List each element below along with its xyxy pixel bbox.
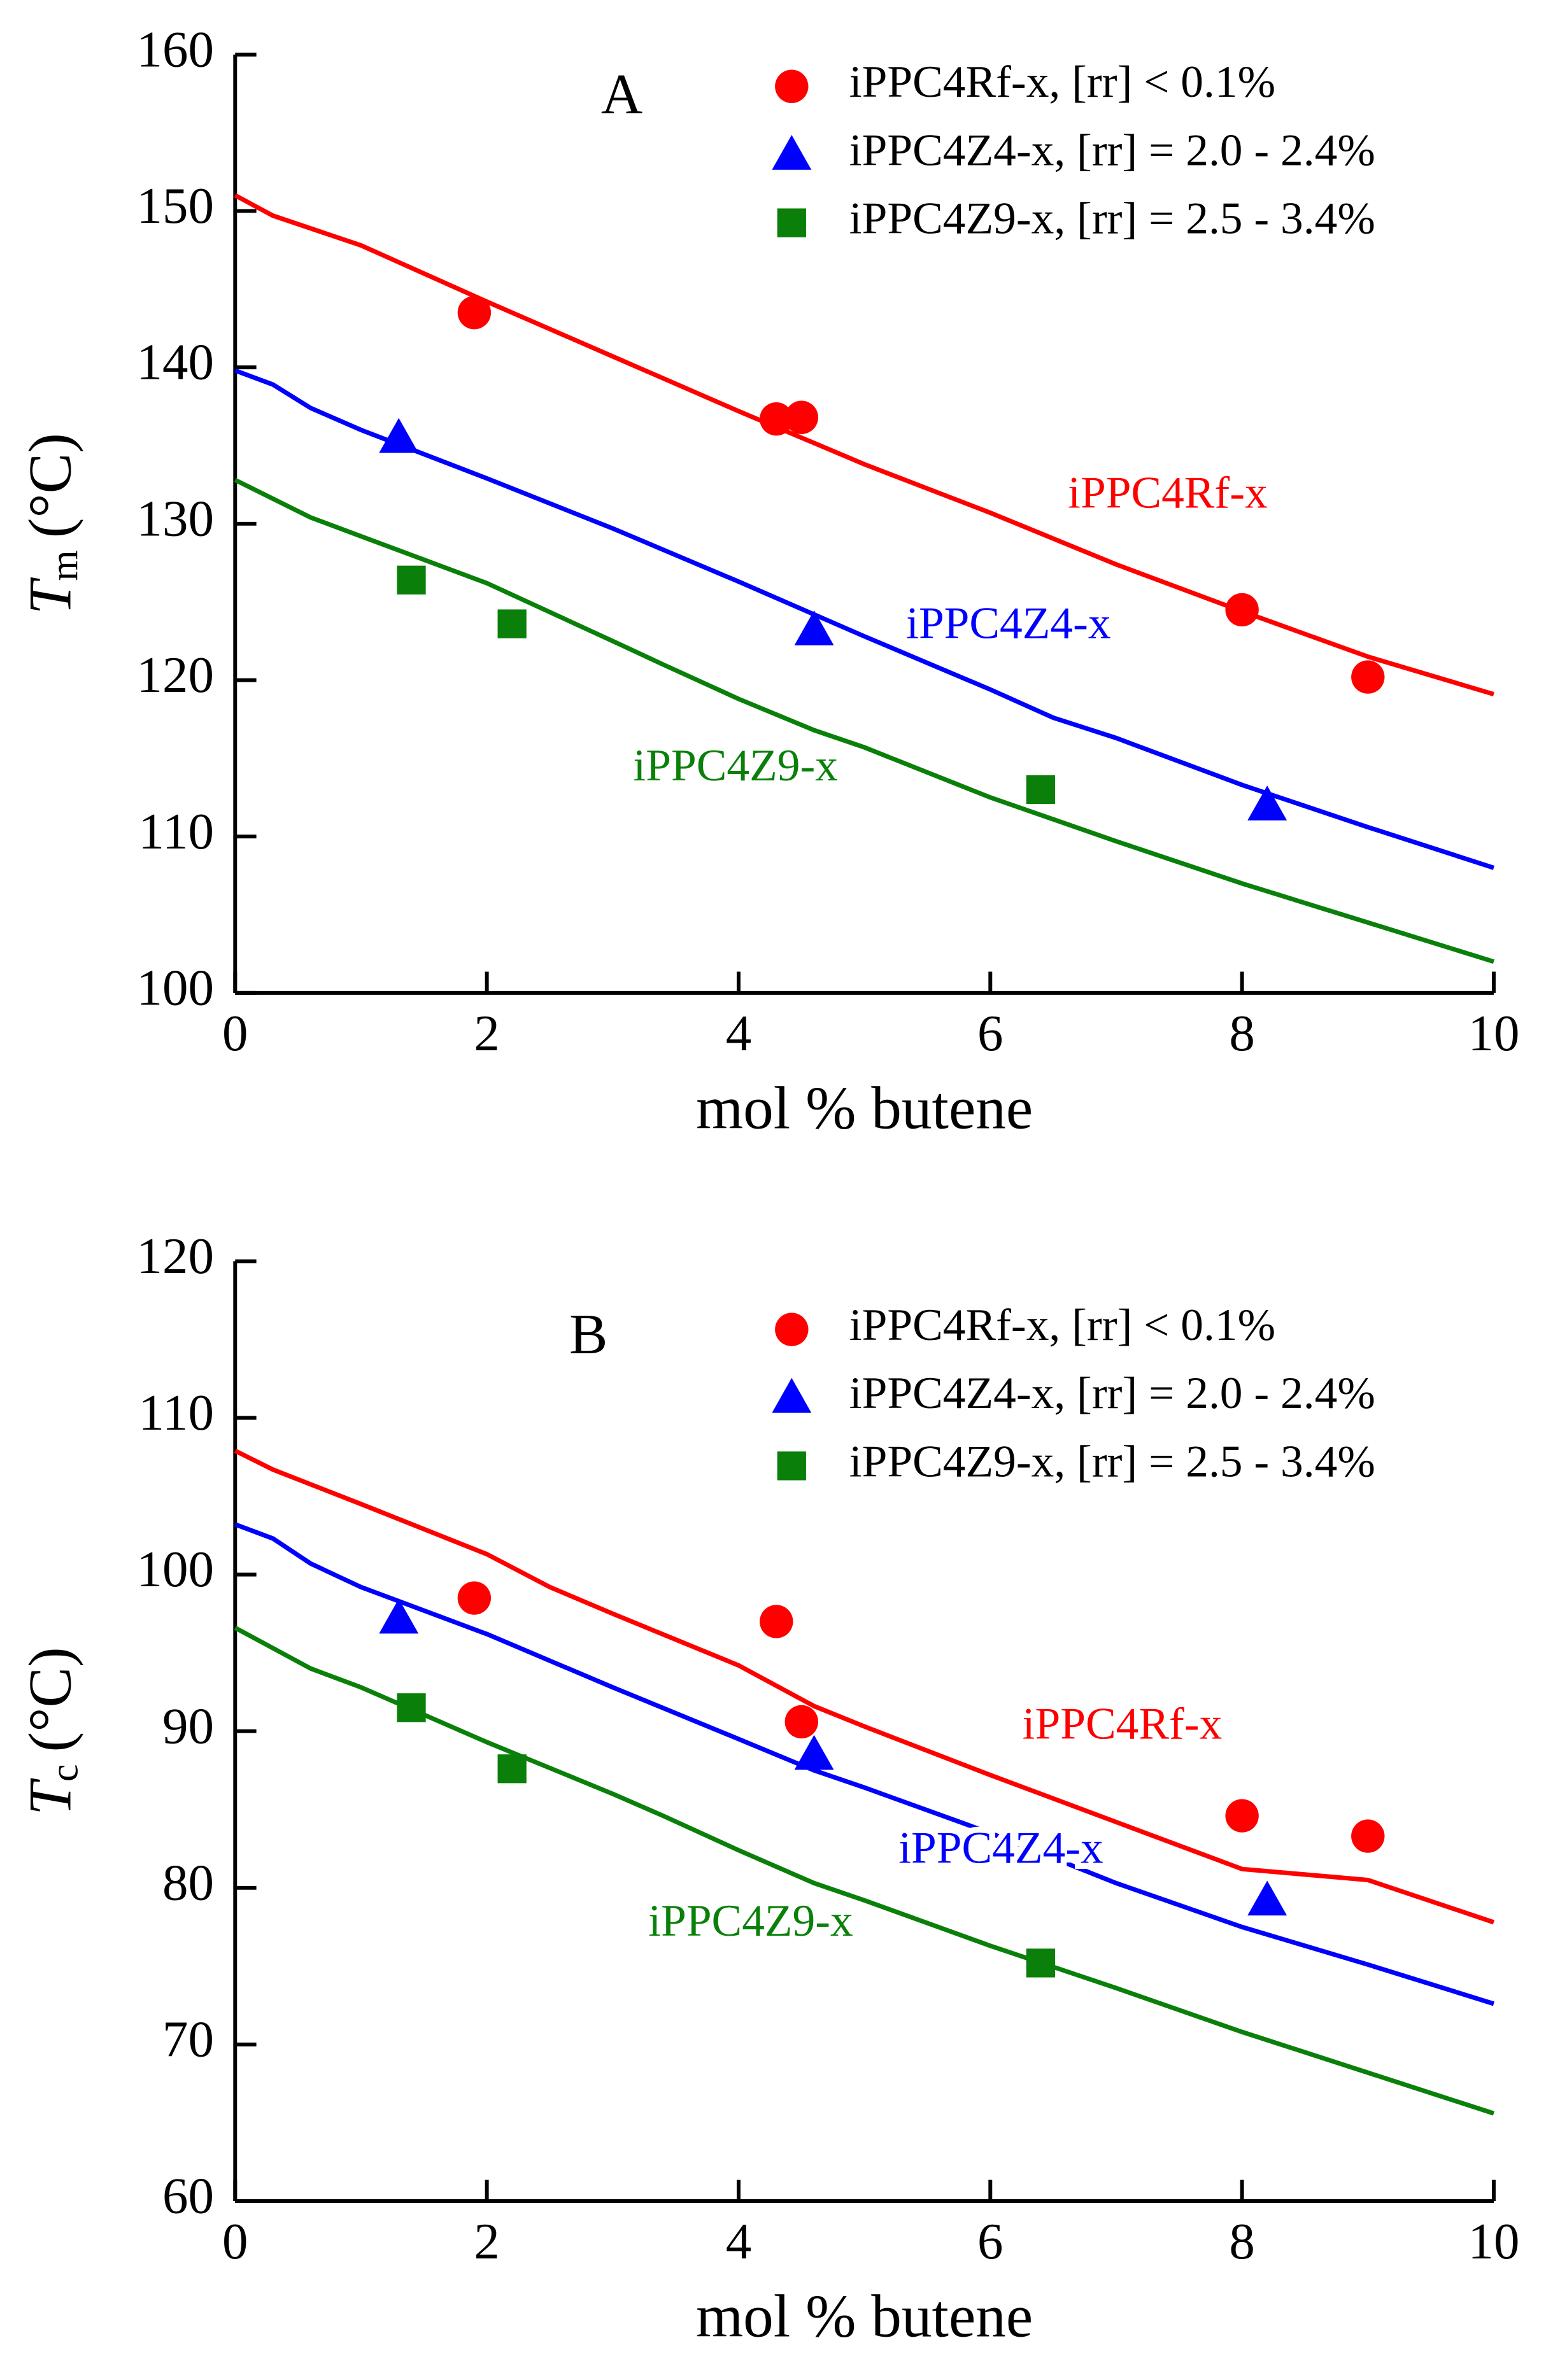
marker-circle xyxy=(457,1581,492,1615)
marker-circle xyxy=(1225,1799,1259,1833)
marker-square xyxy=(397,1693,426,1722)
y-label-subscript: c xyxy=(43,1764,87,1782)
y-tick-label: 110 xyxy=(138,803,213,860)
legend-label: iPPC4Z9-x, [rr] = 2.5 - 3.4% xyxy=(849,193,1375,243)
x-axis-label: mol % butene xyxy=(696,2282,1033,2349)
fit-line xyxy=(234,1626,1495,2116)
marker-circle xyxy=(760,402,793,436)
legend-marker xyxy=(775,1313,809,1346)
y-tick-label: 60 xyxy=(162,2167,214,2225)
legend-marker xyxy=(777,208,806,237)
y-label-unit: (°C) xyxy=(16,433,83,538)
legend-marker xyxy=(772,1377,812,1413)
y-tick-label: 90 xyxy=(162,1697,214,1754)
marker-triangle xyxy=(379,418,419,453)
line-label: iPPC4Z9-x xyxy=(633,740,838,791)
legend-label: iPPC4Rf-x, [rr] < 0.1% xyxy=(849,57,1275,107)
y-label-unit: (°C) xyxy=(16,1647,83,1752)
fit-line xyxy=(234,193,1494,697)
marker-circle xyxy=(1225,593,1259,627)
line-label: iPPC4Z4-x xyxy=(898,1823,1103,1873)
x-tick-label: 10 xyxy=(1468,1004,1519,1062)
line-label: iPPC4Z9-x xyxy=(648,1896,853,1946)
x-tick-label: 2 xyxy=(474,1004,499,1062)
y-tick-label: 120 xyxy=(136,646,213,703)
marker-square xyxy=(1026,1948,1055,1978)
marker-square xyxy=(1026,775,1055,805)
x-tick-label: 6 xyxy=(977,2213,1003,2270)
y-axis-label: Tm (°C) xyxy=(16,433,86,614)
line-label: iPPC4Z4-x xyxy=(906,598,1111,648)
marker-triangle xyxy=(379,1598,419,1634)
chart-panel: 60 70 80 90 100 110 120 0 2 4 6 8 10 mol % butene Tc (°… xyxy=(16,1227,1519,2349)
marker-triangle xyxy=(1247,1880,1287,1916)
y-tick-label: 100 xyxy=(136,1540,213,1598)
legend-marker xyxy=(777,1451,806,1481)
y-tick-label: 120 xyxy=(136,1227,213,1285)
y-tick-label: 110 xyxy=(138,1384,213,1441)
legend-marker xyxy=(772,134,812,170)
x-tick-label: 4 xyxy=(726,2213,751,2270)
x-tick-label: 0 xyxy=(222,2213,248,2270)
y-tick-label: 140 xyxy=(136,334,213,391)
marker-circle xyxy=(784,1705,818,1739)
marker-circle xyxy=(784,400,818,434)
fit-line xyxy=(234,477,1495,964)
x-axis-label: mol % butene xyxy=(696,1074,1033,1141)
fit-line xyxy=(234,368,1495,870)
marker-triangle xyxy=(794,1735,834,1770)
legend-label: iPPC4Z4-x, [rr] = 2.0 - 2.4% xyxy=(849,125,1375,175)
x-tick-label: 8 xyxy=(1229,1004,1254,1062)
fit-line xyxy=(234,1449,1495,1925)
x-tick-label: 0 xyxy=(222,1004,248,1062)
marker-circle xyxy=(1351,1819,1385,1853)
line-label: iPPC4Rf-x xyxy=(1023,1698,1223,1749)
legend-marker xyxy=(775,69,809,103)
x-tick-label: 4 xyxy=(726,1004,751,1062)
marker-square xyxy=(497,1754,527,1784)
y-label-symbol: T xyxy=(16,1778,83,1815)
marker-square xyxy=(397,565,426,595)
x-tick-label: 6 xyxy=(977,1004,1003,1062)
x-tick-label: 2 xyxy=(474,2213,499,2270)
legend-label: iPPC4Rf-x, [rr] < 0.1% xyxy=(849,1300,1275,1350)
y-axis-label: Tc (°C) xyxy=(16,1647,86,1815)
y-label-symbol: T xyxy=(16,577,83,614)
chart-panel: 100 110 120 130 140 150 160 0 2 4 6 8 10 mol % butene… xyxy=(16,20,1519,1141)
panel-label: B xyxy=(569,1302,607,1366)
legend-label: iPPC4Z4-x, [rr] = 2.0 - 2.4% xyxy=(849,1368,1375,1418)
marker-triangle xyxy=(794,610,834,645)
y-tick-label: 150 xyxy=(136,177,213,234)
y-tick-label: 160 xyxy=(136,20,213,78)
x-tick-label: 10 xyxy=(1468,2213,1519,2270)
y-tick-label: 100 xyxy=(136,959,213,1016)
marker-triangle xyxy=(1247,785,1287,820)
marker-square xyxy=(497,609,527,638)
fit-line xyxy=(234,1522,1495,2006)
marker-circle xyxy=(1351,660,1385,694)
x-tick-label: 8 xyxy=(1229,2213,1254,2270)
y-tick-label: 130 xyxy=(136,489,213,547)
y-tick-label: 80 xyxy=(162,1854,214,1911)
panel-label: A xyxy=(601,62,642,126)
legend-label: iPPC4Z9-x, [rr] = 2.5 - 3.4% xyxy=(849,1436,1375,1486)
marker-circle xyxy=(760,1605,793,1638)
y-label-subscript: m xyxy=(43,550,87,581)
marker-circle xyxy=(457,295,492,330)
line-label: iPPC4Rf-x xyxy=(1068,468,1268,518)
y-tick-label: 70 xyxy=(162,2010,214,2067)
